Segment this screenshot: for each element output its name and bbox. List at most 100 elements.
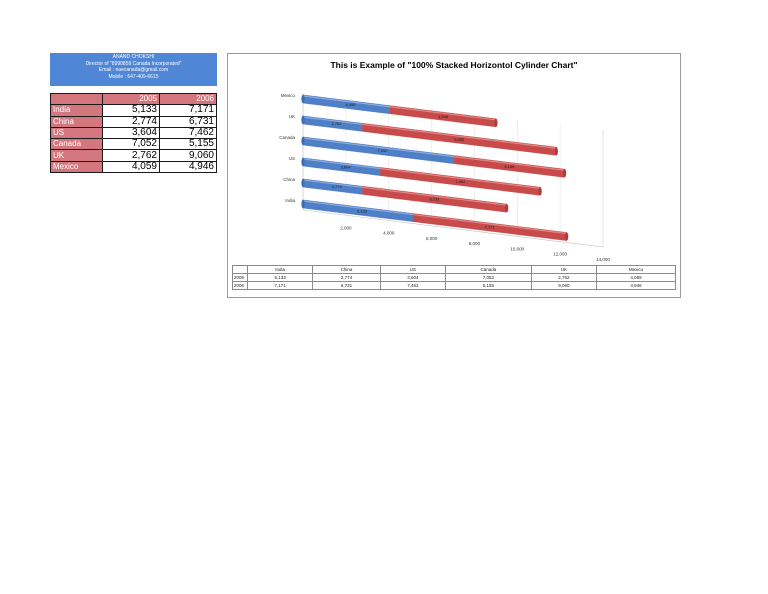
table-row: India 5,133 7,171: [50, 104, 217, 117]
value-cell[interactable]: 5,133: [102, 104, 160, 117]
bar-start-cap: [301, 115, 305, 125]
country-label[interactable]: China: [50, 115, 103, 128]
country-label[interactable]: Mexico: [50, 160, 103, 174]
chart-table-row-2006: 2006 7,171 6,731 7,462 5,155 9,060 4,946: [232, 281, 676, 290]
value-cell[interactable]: 9,060: [159, 149, 217, 162]
table-row: US 3,604 7,462: [50, 126, 217, 140]
chart-table-category: Canada: [444, 265, 532, 274]
data-label-2006: 7,462: [455, 179, 466, 184]
country-label[interactable]: UK: [50, 149, 103, 162]
value-cell[interactable]: 6,731: [159, 115, 217, 128]
value-cell[interactable]: 7,171: [159, 104, 217, 117]
value-cell[interactable]: 2,762: [102, 149, 160, 162]
chart-table-category: India: [246, 265, 314, 274]
value-cell[interactable]: 4,059: [102, 160, 160, 174]
bar-2005-highlight: [302, 158, 381, 170]
chart-table-value: 6,731: [312, 281, 381, 290]
chart-table-value: 7,052: [444, 273, 532, 282]
year-header-2006[interactable]: 2006: [159, 92, 217, 106]
contact-title: Director of "8990859 Canada Incorporated…: [85, 60, 182, 67]
category-label: China: [283, 177, 295, 182]
bar-end-cap: [538, 187, 542, 196]
bar-2006-highlight: [389, 106, 497, 121]
chart-table-value: 5,155: [444, 281, 532, 290]
data-table-header-row: 2005 2006: [50, 92, 217, 106]
category-label: UK: [289, 114, 295, 119]
data-label-2006: 6,731: [430, 197, 441, 202]
bar-end-cap: [505, 203, 509, 213]
chart-table-category: Mexico: [596, 265, 676, 274]
chart-table-value: 4,059: [596, 273, 676, 282]
chart-table-series-name: 2005: [232, 273, 248, 282]
data-label-2005: 2,762: [332, 121, 343, 126]
table-row: Mexico 4,059 4,946: [50, 160, 217, 174]
data-label-2005: 3,604: [341, 164, 352, 169]
data-label-2005: 7,052: [378, 148, 389, 153]
chart-table-value: 7,171: [246, 281, 314, 290]
value-cell[interactable]: 4,946: [159, 160, 217, 174]
x-tick-label: 10,000: [510, 246, 524, 251]
chart-table-series-name: 2006: [232, 281, 248, 290]
chart-table-row-2005: 2005 5,133 2,774 3,604 7,052 2,762 4,059: [232, 273, 676, 282]
x-tick-label: 4,000: [383, 231, 395, 236]
country-label[interactable]: US: [50, 126, 103, 140]
data-label-2006: 5,155: [504, 164, 515, 169]
chart-frame[interactable]: This is Example of "100% Stacked Horizon…: [227, 53, 681, 298]
bar-end-cap: [494, 118, 498, 127]
contact-mobile: Mobile : 647-409-6615: [108, 73, 159, 80]
country-label[interactable]: India: [50, 104, 103, 117]
bar-2006: [362, 122, 557, 156]
data-label-2006: 9,060: [454, 137, 465, 142]
bar-end-cap: [562, 169, 567, 178]
category-label: India: [285, 198, 295, 203]
chart-table-category: UK: [530, 265, 598, 274]
chart-data-table: India China US Canada UK Mexico 2005 5,1…: [232, 265, 676, 290]
x-tick-label: 6,000: [426, 236, 438, 241]
value-cell[interactable]: 2,774: [102, 115, 160, 128]
bar-2006: [380, 167, 541, 196]
chart-table-category: US: [379, 265, 446, 274]
bar-2006-highlight: [362, 123, 557, 149]
bar-start-cap: [301, 136, 305, 146]
data-table: 2005 2006 India 5,133 7,171 China 2,774 …: [50, 92, 217, 174]
bar-2006: [412, 213, 567, 241]
contact-name: ANAND CHOKSHI: [112, 54, 155, 60]
value-cell[interactable]: 5,155: [159, 138, 217, 151]
x-tick-label: 8,000: [469, 241, 481, 246]
category-label: Canada: [279, 135, 295, 140]
chart-table-value: 7,462: [379, 281, 446, 290]
bar-end-cap: [565, 232, 569, 241]
contact-email: Email : naecanada@gmail.com: [98, 67, 169, 74]
table-row: Canada 7,052 5,155: [50, 138, 217, 151]
value-cell[interactable]: 7,052: [102, 138, 160, 151]
chart-table-header-row: India China US Canada UK Mexico: [232, 265, 676, 274]
data-label-2006: 4,946: [438, 114, 449, 119]
chart-table-value: 2,774: [312, 273, 381, 282]
bar-2006-highlight: [362, 186, 507, 206]
chart-table-value: 5,133: [246, 273, 314, 282]
bar-2005-highlight: [302, 116, 363, 125]
bar-start-cap: [301, 178, 305, 188]
data-label-2005: 4,059: [345, 102, 356, 107]
x-tick-label: 12,000: [553, 252, 567, 257]
bar-start-cap: [301, 94, 305, 104]
chart-table-value: 4,946: [596, 281, 676, 290]
axis-floor-line: [302, 209, 604, 248]
value-cell[interactable]: 7,462: [159, 126, 217, 140]
chart-title: This is Example of "100% Stacked Horizon…: [330, 60, 578, 70]
chart-table-value: 2,762: [530, 273, 598, 282]
bar-2005-highlight: [302, 200, 414, 216]
bar-start-cap: [301, 199, 305, 209]
country-label[interactable]: Canada: [50, 138, 103, 151]
bar-2006-highlight: [454, 156, 565, 171]
data-label-2005: 2,774: [332, 184, 343, 189]
data-label-2005: 5,133: [357, 208, 368, 213]
contact-header: ANAND CHOKSHI Director of "8990859 Canad…: [50, 53, 217, 86]
year-header-2005[interactable]: 2005: [102, 92, 160, 106]
value-cell[interactable]: 3,604: [102, 126, 160, 140]
x-tick-label: 2,000: [340, 225, 352, 230]
bar-2005-highlight: [302, 137, 455, 158]
bar-start-cap: [301, 157, 305, 167]
category-label: Mexico: [281, 93, 296, 98]
bar-2006-highlight: [412, 213, 567, 235]
